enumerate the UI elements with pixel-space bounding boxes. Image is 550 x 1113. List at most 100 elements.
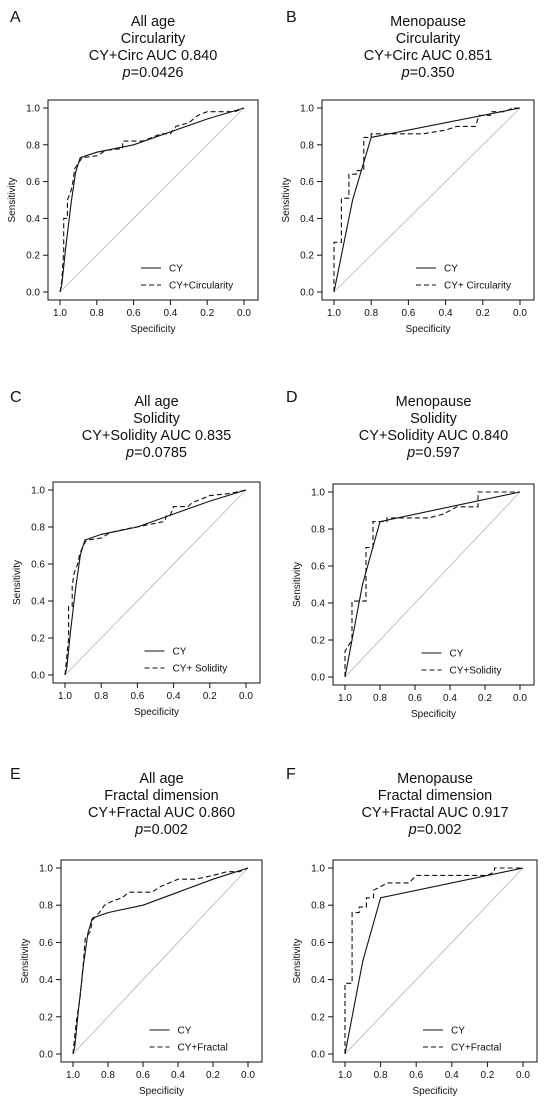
series-line-combined (64, 489, 247, 676)
title-line: All age (131, 14, 175, 30)
y-axis-label: Sensitivity (292, 562, 303, 607)
y-tick-label: 0.2 (311, 636, 325, 647)
title-line: CY+Solidity AUC 0.840 (359, 428, 509, 444)
y-tick-label: 0.4 (311, 975, 325, 986)
x-tick-label: 1.0 (66, 1070, 80, 1081)
y-tick-label: 1.0 (311, 864, 325, 875)
x-tick-label: 0.2 (480, 1070, 494, 1081)
y-tick-label: 0.4 (311, 599, 325, 610)
y-tick-label: 0.4 (300, 214, 314, 225)
p-value: p=0.0426 (122, 65, 184, 81)
title-line: Circularity (121, 31, 186, 47)
x-axis-label: Specificity (405, 324, 450, 335)
title-line: CY+Circ AUC 0.840 (89, 48, 218, 64)
y-axis-label: Sensitivity (281, 177, 292, 222)
reference-diagonal (72, 867, 249, 1055)
reference-diagonal (64, 489, 247, 676)
x-tick-label: 0.4 (163, 308, 177, 319)
x-tick-label: 0.8 (374, 1070, 388, 1081)
x-tick-label: 0.0 (237, 308, 251, 319)
legend-label: CY+Fractal (178, 1043, 228, 1054)
p-value: p=0.002 (134, 822, 188, 838)
y-tick-label: 0.4 (26, 214, 40, 225)
y-tick-label: 0.8 (39, 901, 53, 912)
y-tick-label: 0.6 (311, 938, 325, 949)
x-tick-label: 1.0 (53, 308, 67, 319)
x-tick-label: 1.0 (338, 1070, 352, 1081)
y-tick-label: 0.2 (26, 251, 40, 262)
p-value: p=0.597 (406, 445, 460, 461)
p-value-text: =0.0785 (134, 445, 187, 461)
y-tick-label: 0.0 (26, 288, 40, 299)
panel-letter: A (10, 9, 21, 26)
reference-diagonal (344, 491, 521, 678)
series-line-cy (64, 489, 247, 676)
y-tick-label: 1.0 (300, 104, 314, 115)
x-tick-label: 0.0 (516, 1070, 530, 1081)
x-tick-label: 0.8 (364, 308, 378, 319)
x-tick-label: 0.4 (439, 308, 453, 319)
plot-frame (321, 99, 535, 301)
legend-label: CY (169, 264, 183, 275)
panel-letter: E (10, 766, 21, 783)
p-value-text: =0.002 (143, 822, 188, 838)
title-line: Fractal dimension (378, 788, 492, 804)
p-symbol: p (134, 822, 143, 838)
p-value-text: =0.597 (415, 445, 460, 461)
y-tick-label: 0.0 (39, 1050, 53, 1061)
y-tick-label: 0.0 (31, 671, 45, 682)
x-tick-label: 0.6 (409, 1070, 423, 1081)
y-tick-label: 1.0 (39, 864, 53, 875)
y-tick-label: 0.8 (31, 523, 45, 534)
legend-label: CY (178, 1026, 192, 1037)
y-axis-label: Sensitivity (12, 560, 23, 605)
y-tick-label: 1.0 (26, 104, 40, 115)
title-line: Solidity (133, 411, 180, 427)
legend-label: CY (173, 647, 187, 658)
panel-letter: C (10, 389, 22, 406)
legend-label: CY+ Circularity (444, 281, 511, 292)
x-axis-label: Specificity (411, 709, 456, 720)
reference-diagonal (59, 107, 245, 293)
x-tick-label: 0.6 (127, 308, 141, 319)
p-value-text: =0.002 (417, 822, 462, 838)
panel-letter: D (286, 389, 298, 406)
x-tick-label: 0.6 (401, 308, 415, 319)
p-value-text: =0.350 (410, 65, 455, 81)
title-line: CY+Circ AUC 0.851 (364, 48, 493, 64)
y-tick-label: 0.4 (31, 597, 45, 608)
y-axis-label: Sensitivity (20, 938, 31, 983)
p-value-text: =0.0426 (131, 65, 184, 81)
series-line-cy (344, 491, 521, 678)
title-line: Solidity (410, 411, 457, 427)
reference-diagonal (333, 107, 521, 293)
x-tick-label: 1.0 (327, 308, 341, 319)
p-value: p=0.0785 (125, 445, 187, 461)
series-line-cy (344, 867, 524, 1055)
series-line-combined (333, 107, 520, 292)
p-symbol: p (406, 445, 415, 461)
plot-frame (332, 859, 538, 1063)
y-tick-label: 0.4 (39, 975, 53, 986)
series-line-combined (344, 491, 520, 677)
plot-frame (52, 481, 261, 684)
x-tick-label: 0.6 (136, 1070, 150, 1081)
x-tick-label: 0.4 (443, 693, 457, 704)
x-tick-label: 0.8 (101, 1070, 115, 1081)
x-tick-label: 0.8 (373, 693, 387, 704)
title-line: Menopause (390, 14, 466, 30)
x-tick-label: 0.8 (94, 691, 108, 702)
series-line-combined (344, 867, 523, 1054)
p-symbol: p (401, 65, 410, 81)
title-line: All age (134, 394, 178, 410)
x-tick-label: 0.4 (167, 691, 181, 702)
y-tick-label: 0.8 (26, 140, 40, 151)
panel-letter: F (286, 766, 296, 783)
